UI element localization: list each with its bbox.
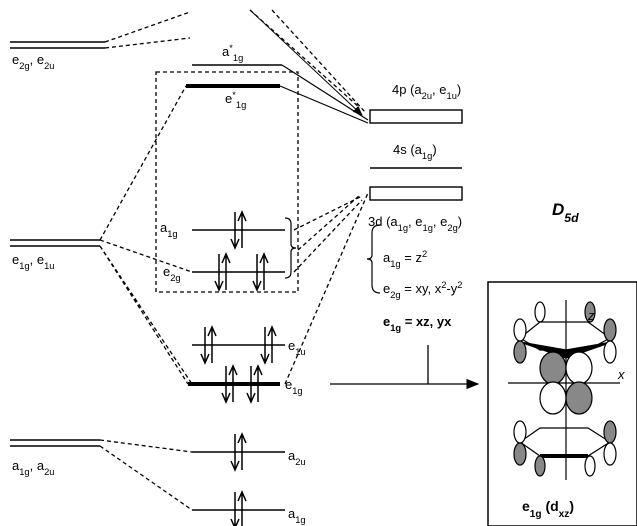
label: a2u <box>288 448 306 467</box>
label-sub: 2u <box>422 91 432 101</box>
label-sub: 2g <box>390 290 400 300</box>
label-text: = xz, yx <box>401 314 452 329</box>
label-sub: 1u <box>447 91 457 101</box>
label: e1g (dxz) <box>522 498 574 520</box>
label: e2g = xy, x2-y2 <box>383 280 462 300</box>
label-text: e <box>163 264 170 279</box>
label-text: , e <box>432 82 446 97</box>
label-text: , a <box>30 458 45 473</box>
label: z <box>587 308 595 323</box>
label-text: e <box>522 498 530 514</box>
label-text: = z <box>401 250 422 265</box>
electrons <box>201 212 276 526</box>
label: e1g = xz, yx <box>383 314 452 333</box>
label-sub: 1g <box>236 100 246 110</box>
label: 4s (a1g) <box>393 142 437 161</box>
label-sub: 1g <box>167 229 177 239</box>
label-sub: xz <box>559 509 570 520</box>
label: a1g <box>160 220 178 239</box>
label-sub: 2g <box>447 223 457 233</box>
label-text: ) <box>432 142 436 157</box>
label-sup: 2 <box>457 280 462 290</box>
label-sub: 1g <box>530 509 542 520</box>
label-text: 4s (a <box>393 142 423 157</box>
label-text: e <box>383 314 390 329</box>
label-sub: 1g <box>19 261 29 271</box>
label: e1g <box>285 377 303 396</box>
electron <box>231 492 239 526</box>
label: 3d (a1g, e1g, e2g) <box>368 214 462 233</box>
label: D5d <box>552 200 579 225</box>
labels: e2g, e2u e1g, e1u a1g, a2u a*1g e*1g a1g… <box>12 43 625 525</box>
label-sub: 1g <box>423 223 433 233</box>
label-text: ) <box>569 498 574 514</box>
label-sub: 1g <box>233 53 243 63</box>
label-text: e <box>383 281 390 296</box>
label: 4p (a2u, e1u) <box>392 82 461 101</box>
label: a1g <box>288 506 306 525</box>
electron <box>238 492 246 526</box>
label-text: 4p (a <box>392 82 422 97</box>
label-sub: 1g <box>422 151 432 161</box>
label-text: z <box>587 308 595 323</box>
label: a1g, a2u <box>12 458 55 477</box>
label-text: , e <box>433 214 447 229</box>
label-sub: 2u <box>44 61 54 71</box>
label-sup: * <box>229 43 233 53</box>
label-sub: 1u <box>295 347 305 357</box>
label-text: , e <box>408 214 422 229</box>
label-sub: 1g <box>390 259 400 269</box>
levels <box>10 42 462 510</box>
label: e1g, e1u <box>12 252 55 271</box>
label-sub: 2u <box>295 457 305 467</box>
label-sup: 2 <box>422 249 427 259</box>
label-text: D <box>552 200 564 219</box>
label: e*1g <box>225 90 246 110</box>
label-sub: 1g <box>295 515 305 525</box>
label-sub: 2g <box>19 61 29 71</box>
label-sup: * <box>232 90 236 100</box>
label-text: e <box>12 252 19 267</box>
label: a*1g <box>222 43 243 63</box>
label-sub: 1g <box>398 223 408 233</box>
label-sub: 1g <box>19 467 29 477</box>
label-text: , e <box>30 52 44 67</box>
mo-diagram: e2g, e2u e1g, e1u a1g, a2u a*1g e*1g a1g… <box>0 0 637 526</box>
label-text: -y <box>446 281 457 296</box>
label-sub: 1u <box>44 261 54 271</box>
label: e1u <box>288 338 306 357</box>
label-sub: 5d <box>564 211 579 225</box>
label-text: ) <box>457 82 461 97</box>
label-sub: 2u <box>44 467 54 477</box>
label-text: e <box>12 52 19 67</box>
label-sub: 1g <box>292 386 302 396</box>
label-text: , e <box>30 252 44 267</box>
orbital-drawing <box>508 300 620 480</box>
label: a1g = z2 <box>383 249 427 269</box>
label-text: = xy, x <box>401 281 442 296</box>
label-text: (d <box>542 498 559 514</box>
label-text: x <box>617 367 625 382</box>
label-text: e <box>288 338 295 353</box>
label-sub: 1g <box>390 323 401 333</box>
label-text: ) <box>458 214 462 229</box>
label: x <box>617 367 625 382</box>
label: e2g, e2u <box>12 52 55 71</box>
label-text: e <box>285 377 292 392</box>
label-text: 3d (a <box>368 214 398 229</box>
label-text: e <box>225 91 232 106</box>
label: e2g <box>163 264 181 283</box>
label-sub: 2g <box>170 273 180 283</box>
